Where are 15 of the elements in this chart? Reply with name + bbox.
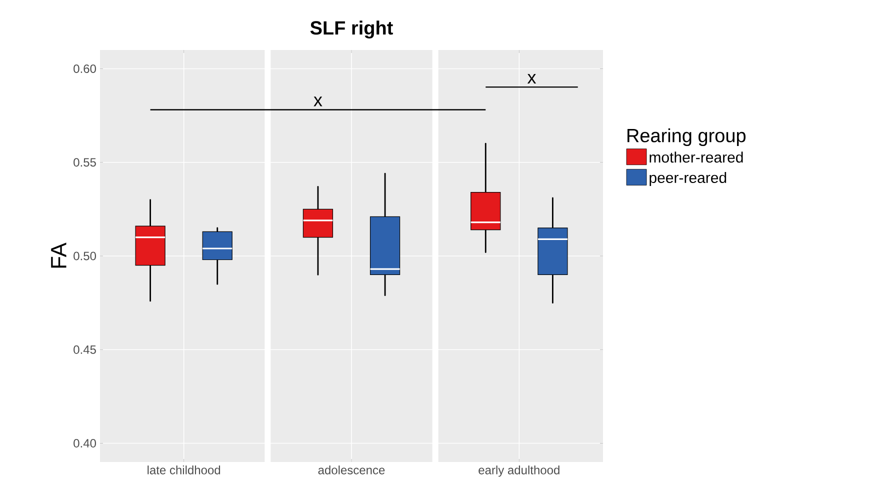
legend-label: peer-reared (650, 172, 726, 186)
legend-label: mother-reared (650, 152, 743, 163)
y-tick-label: 0.45 (74, 345, 96, 354)
x-tick-label: adolescence (318, 466, 385, 474)
y-tick-label: 0.50 (74, 252, 96, 260)
annotation: x (527, 74, 536, 84)
y-axis-title: FA (51, 242, 66, 268)
annotation: x (314, 96, 322, 106)
legend-title: Rearing group (628, 128, 746, 146)
y-tick-label: 0.55 (74, 158, 96, 167)
y-tick-label: 0.60 (74, 64, 96, 73)
y-tick-label: 0.40 (74, 439, 96, 448)
chart-title: SLF right (310, 20, 393, 38)
x-tick-label: early adulthood (478, 466, 560, 477)
x-tick-label: late childhood (148, 466, 220, 474)
